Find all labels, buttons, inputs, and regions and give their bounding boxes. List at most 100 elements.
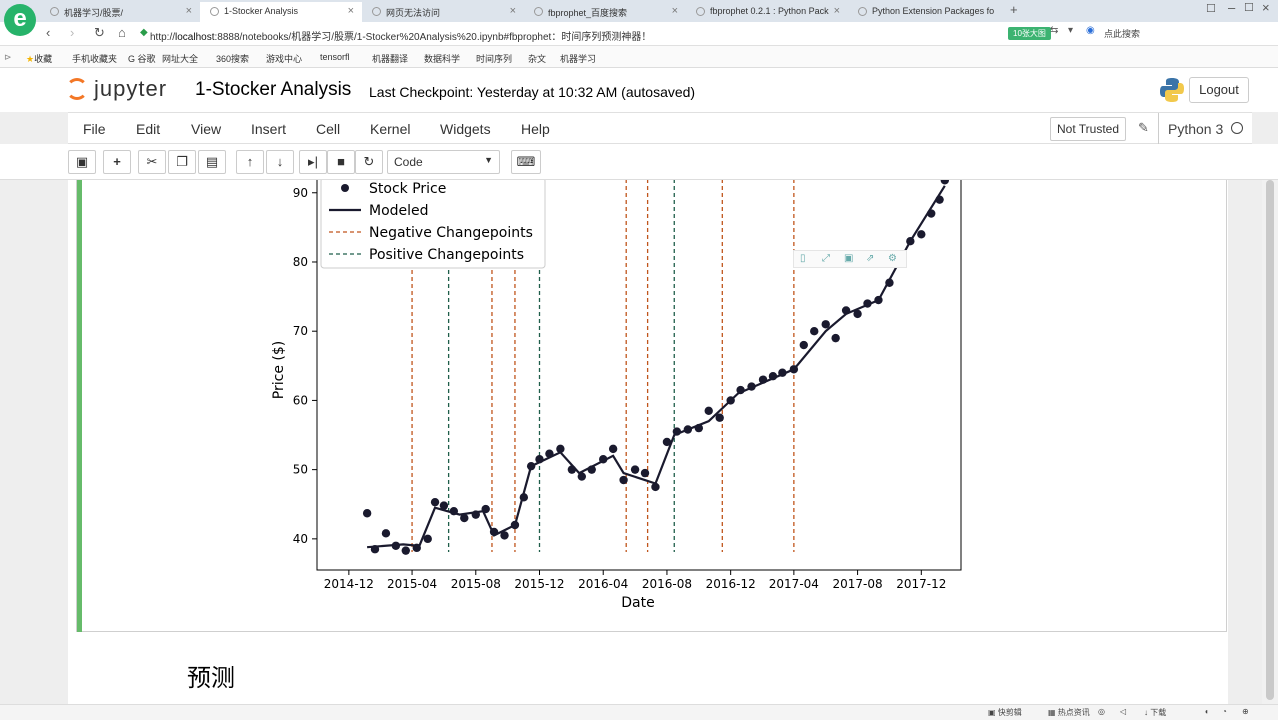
jupyter-logo[interactable]: jupyter — [66, 76, 167, 102]
menu-insert[interactable]: Insert — [251, 121, 287, 137]
expand-icon[interactable]: ⤢ — [822, 253, 830, 264]
chevron-down-icon: ▼ — [484, 155, 493, 165]
promo-badge[interactable]: 10张大图 — [1008, 27, 1051, 40]
move-down-button[interactable]: ↓ — [266, 150, 294, 174]
url-input[interactable]: http://localhost:8888/notebooks/机器学习/股票/… — [150, 32, 652, 43]
browser-tab[interactable]: fbprophet_百度搜索 × — [524, 2, 686, 22]
stock-price-point — [430, 497, 440, 507]
browser-tab[interactable]: Python Extension Packages fo — [848, 2, 1000, 22]
arrow-up-icon: ↑ — [246, 154, 254, 169]
settings-icon[interactable]: ⚙ — [888, 253, 897, 264]
volume-icon[interactable]: ◁ — [1120, 707, 1127, 716]
x-axis-ticks: 2014-12 2015-04 2015-08 2015-12 2016-04 2016-… — [324, 570, 946, 591]
bookmark-item[interactable]: 机器翻译 — [372, 54, 409, 64]
python-logo-icon — [1160, 78, 1184, 102]
save-figure-icon[interactable]: ▣ — [844, 253, 854, 264]
not-trusted-button[interactable]: Not Trusted — [1050, 117, 1127, 141]
paste-icon: ▤ — [205, 154, 219, 169]
logout-button[interactable]: Logout — [1189, 77, 1249, 103]
bookmark-item[interactable]: ★收藏 — [26, 54, 53, 64]
run-button[interactable]: ▸| — [299, 150, 327, 174]
search-box[interactable]: 点此搜索 — [1104, 29, 1141, 39]
dropdown-icon[interactable]: ▾ — [1068, 25, 1074, 36]
sound-icon[interactable]: ◖ — [1204, 707, 1209, 716]
bookmark-item[interactable]: G 谷歌 — [128, 54, 156, 64]
bookmark-item[interactable]: 手机收藏夹 — [72, 54, 118, 64]
save-button[interactable]: ▣ — [68, 150, 96, 174]
y-tick-label: 50 — [293, 463, 308, 477]
command-palette-button[interactable]: ⌨ — [511, 150, 541, 174]
close-icon[interactable]: × — [509, 5, 516, 17]
minimize-icon[interactable]: – — [1228, 0, 1236, 15]
bookmark-item[interactable]: 杂文 — [528, 54, 547, 64]
zoom-icon[interactable]: ⊕ — [1242, 707, 1249, 716]
browser-tab[interactable]: 机器学习/股票/× — [40, 2, 200, 22]
stock-price-point — [853, 309, 862, 319]
x-tick-label: 2017-04 — [769, 577, 819, 591]
bookmark-item[interactable]: tensorfl — [320, 52, 350, 62]
close-icon[interactable]: × — [347, 5, 354, 17]
insert-cell-button[interactable]: + — [103, 150, 131, 174]
bookmark-item[interactable]: 网址大全 — [162, 54, 199, 64]
status-item[interactable]: ▣ 快剪辑 — [988, 708, 1022, 717]
stock-price-point — [821, 320, 830, 329]
home-icon[interactable]: ⌂ — [118, 25, 126, 40]
notebook-name[interactable]: 1-Stocker Analysis — [195, 79, 352, 100]
document-icon[interactable]: ▯ — [800, 253, 806, 264]
paste-button[interactable]: ▤ — [198, 150, 226, 174]
browser-tab[interactable]: 网页无法访问 × — [362, 2, 524, 22]
export-icon[interactable]: ⇗ — [866, 253, 875, 264]
reload-icon[interactable]: ↻ — [94, 25, 105, 40]
browser-tab[interactable]: fbprophet 0.2.1 : Python Pack × — [686, 2, 848, 22]
close-icon[interactable]: × — [833, 5, 840, 17]
legend-positive-changepoints: Positive Changepoints — [369, 247, 524, 263]
menu-cell[interactable]: Cell — [316, 121, 341, 137]
close-icon[interactable]: × — [671, 5, 678, 17]
code-cell-output[interactable]: 2014-12 2015-04 2015-08 2015-12 2016-04 2016-… — [76, 180, 1227, 632]
bookmark-item[interactable]: 数据科学 — [424, 54, 461, 64]
cell-type-select[interactable]: Code ▼ — [387, 150, 500, 174]
browser-tab-active[interactable]: 1-Stocker Analysis × — [200, 2, 362, 22]
status-item[interactable]: ▦ 热点资讯 — [1048, 708, 1090, 717]
cut-button[interactable]: ✂ — [138, 150, 166, 174]
status-item[interactable]: ↓ 下载 — [1144, 708, 1167, 717]
menu-view[interactable]: View — [191, 121, 222, 137]
edit-pencil-icon[interactable]: ✎ — [1138, 120, 1149, 135]
y-tick-label: 70 — [293, 324, 308, 338]
copy-button[interactable]: ❐ — [168, 150, 196, 174]
download-icon: ↓ — [1144, 708, 1151, 717]
menu-file[interactable]: File — [83, 121, 106, 137]
interrupt-button[interactable]: ■ — [327, 150, 355, 174]
back-icon[interactable]: ‹ — [46, 25, 51, 40]
move-up-button[interactable]: ↑ — [236, 150, 264, 174]
close-window-icon[interactable]: × — [1262, 0, 1270, 15]
bookmark-item[interactable]: 360搜索 — [216, 54, 250, 64]
share-icon[interactable]: ⇆ — [1050, 25, 1059, 36]
restart-button[interactable]: ↻ — [355, 150, 383, 174]
stop-icon: ■ — [337, 154, 345, 169]
x-tick-label: 2014-12 — [324, 577, 374, 591]
forward-icon[interactable]: › — [70, 25, 75, 40]
scrollbar-thumb[interactable] — [1266, 180, 1274, 700]
bookmark-manager-icon[interactable]: ☐ — [1206, 3, 1216, 15]
stock-price-point — [423, 534, 432, 544]
menu-kernel[interactable]: Kernel — [370, 121, 411, 137]
menu-help[interactable]: Help — [521, 121, 550, 137]
bookmark-item[interactable]: 时间序列 — [476, 54, 513, 64]
browser-tab-bar: 机器学习/股票/× 1-Stocker Analysis × 网页无法访问 × fb… — [0, 0, 1278, 22]
globe-icon[interactable]: ◎ — [1098, 707, 1105, 716]
stock-price-point — [630, 465, 640, 474]
browser-logo-icon[interactable]: e — [4, 4, 36, 36]
page-scrollbar[interactable] — [1262, 180, 1278, 704]
bookmark-item[interactable]: 机器学习 — [560, 54, 597, 64]
sound-icon[interactable]: ◔ — [1222, 707, 1227, 716]
menu-edit[interactable]: Edit — [136, 121, 161, 137]
maximize-icon[interactable]: ☐ — [1244, 2, 1254, 14]
bookmark-item[interactable]: 游戏中心 — [266, 54, 303, 64]
expand-icon[interactable]: ⊳ — [4, 52, 12, 62]
close-icon[interactable]: × — [185, 5, 192, 17]
new-tab-icon[interactable]: + — [1010, 2, 1018, 17]
menu-widgets[interactable]: Widgets — [440, 121, 491, 137]
star-icon: ★ — [26, 54, 35, 64]
legend: Stock Price Modeled Negative Changepoint… — [320, 180, 546, 269]
